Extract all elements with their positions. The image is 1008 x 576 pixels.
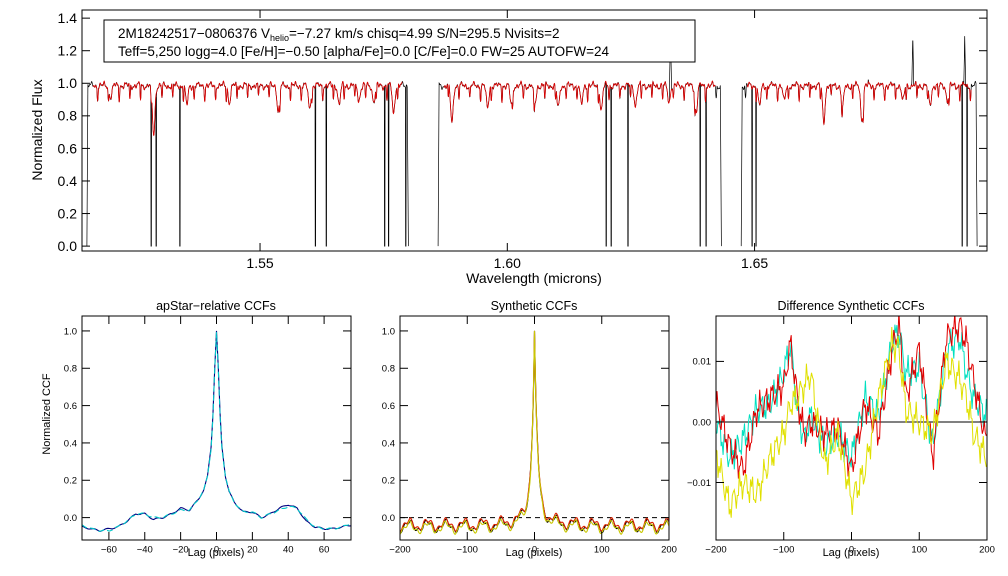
ccf3-x-tick-label: 100 [911, 545, 927, 556]
spectrum-y-tick-label: 0.4 [58, 173, 78, 189]
ccf1-x-label: Lag (pixels) [188, 547, 245, 559]
ccf2-y-tick-label: 0.2 [382, 476, 395, 487]
info-line1-pre: 2M18242517−0806376 V [118, 26, 270, 41]
ccf1-y-tick-label: 0.2 [64, 476, 77, 487]
ccf1-y-tick-label: 0.6 [64, 401, 77, 412]
ccf3-y-tick-label: −0.01 [687, 478, 711, 489]
ccf1-x-tick-label: −20 [173, 545, 189, 556]
ccf1-y-tick-label: 0.0 [64, 513, 77, 524]
info-line1-post: =−7.27 km/s chisq=4.99 S/N=295.5 Nvisits… [289, 26, 560, 41]
ccf1-ticks: −60 −40 −20 0 20 40 60 0.0 0.2 0.4 0.6 0.8 1.0 [64, 316, 351, 556]
ccf2-x-tick-label: 0 [532, 545, 537, 556]
spectrum-y-tick-label: 1.4 [58, 10, 78, 26]
ccf-panel-difference: Difference Synthetic CCFs −200 −100 0 100 20… [687, 299, 995, 559]
spectrum-panel: 1.55 1.60 1.65 0.0 0.2 0.4 0.6 0.8 1.0 1.2 1.4 2M1… [29, 9, 988, 286]
ccf2-y-tick-label: 0.4 [382, 438, 395, 449]
ccf1-title: apStar−relative CCFs [156, 299, 276, 313]
ccf3-x-tick-label: −200 [705, 545, 726, 556]
ccf1-x-tick-label: 60 [319, 545, 330, 556]
ccf3-series-2 [716, 316, 987, 479]
spectrum-y-tick-label: 1.2 [58, 43, 78, 59]
spectrum-x-tick-label: 1.55 [246, 255, 273, 271]
spectrum-info-line1: 2M18242517−0806376 Vhelio=−7.27 km/s chi… [118, 26, 560, 43]
ccf2-y-tick-label: 1.0 [382, 326, 395, 337]
ccf2-ticks: −200 −100 0 100 200 0.0 0.2 0.4 0.6 0.8 1.0 [382, 316, 677, 556]
spectrum-x-label: Wavelength (microns) [466, 270, 602, 286]
spectrum-info-box [103, 19, 696, 63]
spectrum-model-chip-2 [443, 80, 716, 124]
spectrum-x-tick-label: 1.60 [494, 255, 521, 271]
spectrum-x-tick-label: 1.65 [741, 255, 768, 271]
ccf3-x-tick-label: −100 [773, 545, 794, 556]
spectrum-ticks: 1.55 1.60 1.65 0.0 0.2 0.4 0.6 0.8 1.0 1.2 1.4 [58, 10, 987, 271]
spectrum-plot-area [86, 34, 978, 247]
ccf2-title: Synthetic CCFs [491, 299, 578, 313]
ccf1-y-tick-label: 1.0 [64, 326, 77, 337]
spectrum-y-tick-label: 0.0 [58, 238, 78, 254]
ccf1-y-tick-label: 0.8 [64, 364, 77, 375]
ccf3-y-tick-label: 0.01 [693, 357, 712, 368]
spectrum-y-tick-label: 0.2 [58, 205, 78, 221]
spectrum-y-tick-label: 0.8 [58, 108, 78, 124]
ccf1-series-2 [82, 332, 351, 532]
ccf3-x-tick-label: 0 [849, 545, 854, 556]
ccf3-plot-area [716, 316, 987, 518]
spectrum-info-line2: Teff=5,250 logg=4.0 [Fe/H]=−0.50 [alpha/… [118, 44, 610, 59]
ccf2-series-3 [400, 330, 669, 535]
ccf3-series-3 [716, 326, 987, 518]
spectrum-y-tick-label: 1.0 [58, 75, 78, 91]
spectrum-y-label: Normalized Flux [29, 79, 45, 180]
ccf2-y-tick-label: 0.6 [382, 401, 395, 412]
ccf1-plot-area [82, 330, 351, 532]
ccf-panel-apstar: apStar−relative CCFs −60 −40 −20 0 20 40 60 0.0… [41, 299, 352, 559]
spectrum-frame [81, 9, 988, 252]
ccf1-x-tick-label: 0 [214, 545, 219, 556]
ccf2-y-tick-label: 0.8 [382, 364, 395, 375]
spectrum-model-chip-3 [746, 80, 972, 126]
ccf2-x-label: Lag (pixels) [506, 547, 563, 559]
ccf2-y-tick-label: 0.0 [382, 513, 395, 524]
ccf1-x-tick-label: 40 [283, 545, 294, 556]
ccf2-x-tick-label: 100 [594, 545, 610, 556]
ccf3-ticks: −200 −100 0 100 200 −0.01 0.00 0.01 [687, 316, 995, 556]
ccf3-title: Difference Synthetic CCFs [777, 299, 924, 313]
info-line1-sub: helio [270, 33, 289, 43]
ccf2-x-tick-label: 200 [661, 545, 677, 556]
ccf3-x-label: Lag (pixels) [823, 547, 880, 559]
ccf1-y-label: Normalized CCF [41, 373, 53, 455]
ccf2-x-tick-label: −200 [389, 545, 410, 556]
ccf1-y-tick-label: 0.4 [64, 438, 77, 449]
ccf1-x-tick-label: −60 [101, 545, 117, 556]
ccf3-series-1 [716, 324, 987, 470]
ccf-panel-synthetic: Synthetic CCFs −200 −100 0 100 200 0.0 0.2 0.4 0… [382, 299, 677, 559]
ccf2-plot-area [400, 330, 669, 535]
ccf3-y-tick-label: 0.00 [693, 417, 712, 428]
ccf3-x-tick-label: 200 [979, 545, 995, 556]
ccf1-x-tick-label: 20 [247, 545, 258, 556]
spectrum-model-chip-1 [92, 80, 403, 137]
ccf1-x-tick-label: −40 [137, 545, 153, 556]
ccf2-x-tick-label: −100 [457, 545, 478, 556]
spectrum-y-tick-label: 0.6 [58, 140, 78, 156]
